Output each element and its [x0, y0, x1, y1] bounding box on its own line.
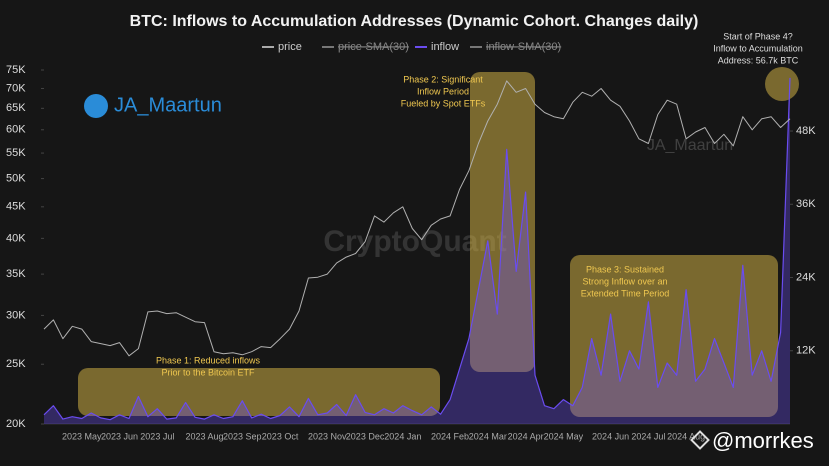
y-tick-label: 45K [6, 201, 26, 213]
legend-label: inflow-SMA(30) [486, 41, 561, 53]
x-tick-label: 2023 May [62, 431, 102, 441]
legend-label: inflow [431, 41, 459, 53]
y-tick-label: 35K [6, 268, 26, 280]
x-tick-label: 2024 Mar [469, 431, 507, 441]
annotation: Inflow to Accumulation [713, 43, 803, 53]
y-tick-label: 55K [6, 147, 26, 159]
y2-tick-label: 24K [796, 271, 816, 283]
annotation: Extended Time Period [581, 288, 670, 298]
x-tick-label: 2023 Aug [186, 431, 224, 441]
y-tick-label: 25K [6, 358, 26, 370]
y2-tick-label: 12K [796, 345, 816, 357]
x-tick-label: 2024 Jul [631, 431, 665, 441]
y-tick-label: 70K [6, 82, 26, 94]
x-tick-label: 2024 May [544, 431, 584, 441]
x-tick-label: 2024 Jun [592, 431, 629, 441]
y-tick-label: 75K [6, 64, 26, 76]
highlight-box [78, 368, 440, 416]
twitter-icon [84, 94, 108, 118]
x-tick-label: 2024 Aug [667, 431, 705, 441]
x-tick-label: 2023 Jun [101, 431, 138, 441]
legend-label: price-SMA(30) [338, 41, 409, 53]
x-tick-label: 2023 Dec [346, 431, 385, 441]
watermark: JA_Maartun [647, 137, 733, 154]
series-line [43, 80, 791, 357]
y-tick-label: 30K [6, 309, 26, 321]
logo-icon [690, 430, 710, 450]
inflow-area [44, 77, 790, 425]
annotation: Phase 1: Reduced inflows [156, 355, 261, 365]
y-tick-label: 65K [6, 102, 26, 114]
annotation: Fueled by Spot ETFs [401, 98, 486, 108]
y2-tick-label: 36K [796, 198, 816, 210]
watermark: @morrkes [712, 428, 814, 453]
y-tick-label: 50K [6, 173, 26, 185]
annotation: Address: 56.7k BTC [718, 55, 799, 65]
annotation: Start of Phase 4? [723, 31, 793, 41]
legend-label: price [278, 41, 302, 53]
x-tick-label: 2023 Oct [262, 431, 299, 441]
annotation: Phase 2: Significant [403, 74, 483, 84]
x-tick-label: 2024 Feb [431, 431, 469, 441]
y2-tick-label: 48K [796, 125, 816, 137]
annotation: Phase 3: Sustained [586, 264, 664, 274]
y-tick-label: 60K [6, 124, 26, 136]
annotation: Inflow Period [417, 86, 469, 96]
watermark: JA_Maartun [114, 94, 222, 116]
y-tick-label: 40K [6, 232, 26, 244]
annotation: Prior to the Bitcoin ETF [161, 367, 255, 377]
series-line [43, 77, 791, 421]
x-tick-label: 2023 Jul [140, 431, 174, 441]
x-tick-label: 2023 Sep [223, 431, 262, 441]
x-tick-label: 2024 Apr [508, 431, 544, 441]
x-tick-label: 2023 Nov [308, 431, 347, 441]
highlight-circle [765, 67, 799, 101]
x-tick-label: 2024 Jan [384, 431, 421, 441]
annotation: Strong Inflow over an [582, 276, 667, 286]
chart-title: BTC: Inflows to Accumulation Addresses (… [130, 13, 699, 30]
y-tick-label: 20K [6, 418, 26, 430]
